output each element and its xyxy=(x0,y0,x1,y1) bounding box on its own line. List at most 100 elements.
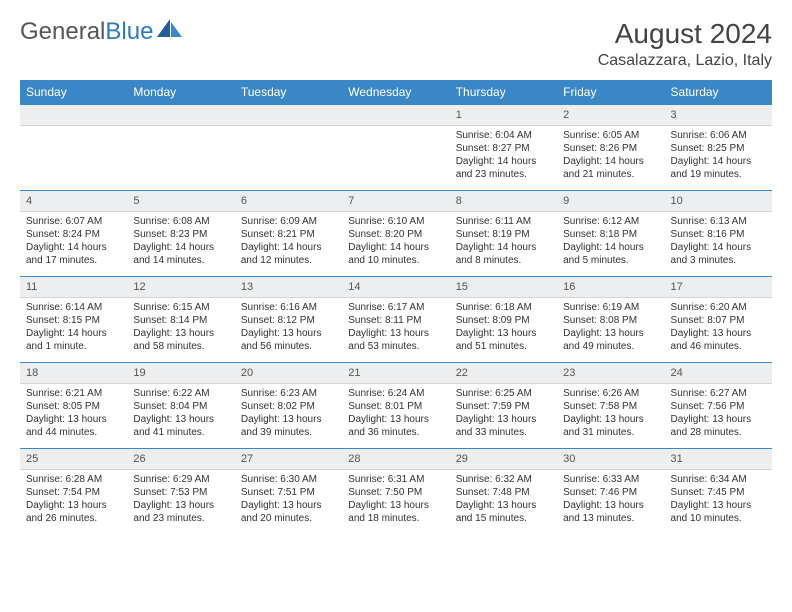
calendar-cell: 8Sunrise: 6:11 AMSunset: 8:19 PMDaylight… xyxy=(450,191,557,277)
weekday-header: Monday xyxy=(127,80,234,105)
sunset-text: Sunset: 7:45 PM xyxy=(671,486,766,499)
calendar-cell: 31Sunrise: 6:34 AMSunset: 7:45 PMDayligh… xyxy=(665,449,772,535)
sunrise-text: Sunrise: 6:11 AM xyxy=(456,215,551,228)
calendar-cell: 27Sunrise: 6:30 AMSunset: 7:51 PMDayligh… xyxy=(235,449,342,535)
sunrise-text: Sunrise: 6:04 AM xyxy=(456,129,551,142)
sunrise-text: Sunrise: 6:17 AM xyxy=(348,301,443,314)
day-number: 14 xyxy=(342,277,449,298)
day-content: Sunrise: 6:06 AMSunset: 8:25 PMDaylight:… xyxy=(665,126,772,184)
sunrise-text: Sunrise: 6:06 AM xyxy=(671,129,766,142)
calendar-cell: 9Sunrise: 6:12 AMSunset: 8:18 PMDaylight… xyxy=(557,191,664,277)
day-number: 19 xyxy=(127,363,234,384)
daylight-text: Daylight: 14 hours and 21 minutes. xyxy=(563,155,658,181)
sunset-text: Sunset: 8:25 PM xyxy=(671,142,766,155)
day-number: 29 xyxy=(450,449,557,470)
sunset-text: Sunset: 8:05 PM xyxy=(26,400,121,413)
sunrise-text: Sunrise: 6:08 AM xyxy=(133,215,228,228)
calendar-body: 1Sunrise: 6:04 AMSunset: 8:27 PMDaylight… xyxy=(20,105,772,535)
day-number xyxy=(342,105,449,126)
day-number: 21 xyxy=(342,363,449,384)
day-number: 2 xyxy=(557,105,664,126)
day-number: 4 xyxy=(20,191,127,212)
day-number: 20 xyxy=(235,363,342,384)
day-content: Sunrise: 6:27 AMSunset: 7:56 PMDaylight:… xyxy=(665,384,772,442)
day-number: 18 xyxy=(20,363,127,384)
day-number: 1 xyxy=(450,105,557,126)
sunset-text: Sunset: 7:58 PM xyxy=(563,400,658,413)
sunset-text: Sunset: 8:19 PM xyxy=(456,228,551,241)
sunrise-text: Sunrise: 6:26 AM xyxy=(563,387,658,400)
daylight-text: Daylight: 13 hours and 39 minutes. xyxy=(241,413,336,439)
sunset-text: Sunset: 8:24 PM xyxy=(26,228,121,241)
calendar-cell: 4Sunrise: 6:07 AMSunset: 8:24 PMDaylight… xyxy=(20,191,127,277)
day-number: 22 xyxy=(450,363,557,384)
sunset-text: Sunset: 8:14 PM xyxy=(133,314,228,327)
day-number: 13 xyxy=(235,277,342,298)
logo-text-general: General xyxy=(20,18,105,46)
calendar-cell: 5Sunrise: 6:08 AMSunset: 8:23 PMDaylight… xyxy=(127,191,234,277)
calendar-cell xyxy=(342,105,449,191)
day-content: Sunrise: 6:33 AMSunset: 7:46 PMDaylight:… xyxy=(557,470,664,528)
day-content xyxy=(127,126,234,132)
day-number: 24 xyxy=(665,363,772,384)
sunset-text: Sunset: 8:04 PM xyxy=(133,400,228,413)
sunset-text: Sunset: 8:27 PM xyxy=(456,142,551,155)
day-content: Sunrise: 6:17 AMSunset: 8:11 PMDaylight:… xyxy=(342,298,449,356)
day-number: 15 xyxy=(450,277,557,298)
sunrise-text: Sunrise: 6:28 AM xyxy=(26,473,121,486)
calendar-cell: 26Sunrise: 6:29 AMSunset: 7:53 PMDayligh… xyxy=(127,449,234,535)
daylight-text: Daylight: 13 hours and 28 minutes. xyxy=(671,413,766,439)
day-content: Sunrise: 6:23 AMSunset: 8:02 PMDaylight:… xyxy=(235,384,342,442)
calendar-cell: 3Sunrise: 6:06 AMSunset: 8:25 PMDaylight… xyxy=(665,105,772,191)
sunrise-text: Sunrise: 6:29 AM xyxy=(133,473,228,486)
sunset-text: Sunset: 8:15 PM xyxy=(26,314,121,327)
sunrise-text: Sunrise: 6:19 AM xyxy=(563,301,658,314)
daylight-text: Daylight: 13 hours and 31 minutes. xyxy=(563,413,658,439)
daylight-text: Daylight: 13 hours and 49 minutes. xyxy=(563,327,658,353)
daylight-text: Daylight: 13 hours and 23 minutes. xyxy=(133,499,228,525)
calendar-cell: 12Sunrise: 6:15 AMSunset: 8:14 PMDayligh… xyxy=(127,277,234,363)
day-content: Sunrise: 6:14 AMSunset: 8:15 PMDaylight:… xyxy=(20,298,127,356)
day-content: Sunrise: 6:04 AMSunset: 8:27 PMDaylight:… xyxy=(450,126,557,184)
sunrise-text: Sunrise: 6:25 AM xyxy=(456,387,551,400)
calendar-cell: 7Sunrise: 6:10 AMSunset: 8:20 PMDaylight… xyxy=(342,191,449,277)
day-number: 27 xyxy=(235,449,342,470)
sunset-text: Sunset: 8:09 PM xyxy=(456,314,551,327)
sunrise-text: Sunrise: 6:24 AM xyxy=(348,387,443,400)
sunrise-text: Sunrise: 6:22 AM xyxy=(133,387,228,400)
sunset-text: Sunset: 8:11 PM xyxy=(348,314,443,327)
sunrise-text: Sunrise: 6:10 AM xyxy=(348,215,443,228)
daylight-text: Daylight: 14 hours and 14 minutes. xyxy=(133,241,228,267)
page-title: August 2024 xyxy=(598,18,772,50)
day-number: 11 xyxy=(20,277,127,298)
day-content: Sunrise: 6:19 AMSunset: 8:08 PMDaylight:… xyxy=(557,298,664,356)
day-number xyxy=(20,105,127,126)
sunset-text: Sunset: 8:12 PM xyxy=(241,314,336,327)
calendar-cell: 14Sunrise: 6:17 AMSunset: 8:11 PMDayligh… xyxy=(342,277,449,363)
day-content: Sunrise: 6:16 AMSunset: 8:12 PMDaylight:… xyxy=(235,298,342,356)
day-content: Sunrise: 6:09 AMSunset: 8:21 PMDaylight:… xyxy=(235,212,342,270)
calendar-row: 4Sunrise: 6:07 AMSunset: 8:24 PMDaylight… xyxy=(20,191,772,277)
sunrise-text: Sunrise: 6:16 AM xyxy=(241,301,336,314)
sunset-text: Sunset: 8:07 PM xyxy=(671,314,766,327)
daylight-text: Daylight: 14 hours and 10 minutes. xyxy=(348,241,443,267)
sunset-text: Sunset: 8:20 PM xyxy=(348,228,443,241)
day-content xyxy=(235,126,342,132)
sail-icon xyxy=(157,18,183,46)
calendar-cell: 13Sunrise: 6:16 AMSunset: 8:12 PMDayligh… xyxy=(235,277,342,363)
sunrise-text: Sunrise: 6:32 AM xyxy=(456,473,551,486)
sunset-text: Sunset: 7:54 PM xyxy=(26,486,121,499)
daylight-text: Daylight: 13 hours and 51 minutes. xyxy=(456,327,551,353)
daylight-text: Daylight: 13 hours and 20 minutes. xyxy=(241,499,336,525)
day-number: 5 xyxy=(127,191,234,212)
sunset-text: Sunset: 8:21 PM xyxy=(241,228,336,241)
sunset-text: Sunset: 7:48 PM xyxy=(456,486,551,499)
calendar-cell: 17Sunrise: 6:20 AMSunset: 8:07 PMDayligh… xyxy=(665,277,772,363)
day-content: Sunrise: 6:22 AMSunset: 8:04 PMDaylight:… xyxy=(127,384,234,442)
day-content: Sunrise: 6:11 AMSunset: 8:19 PMDaylight:… xyxy=(450,212,557,270)
sunset-text: Sunset: 7:46 PM xyxy=(563,486,658,499)
sunrise-text: Sunrise: 6:14 AM xyxy=(26,301,121,314)
weekday-header: Tuesday xyxy=(235,80,342,105)
calendar-cell: 24Sunrise: 6:27 AMSunset: 7:56 PMDayligh… xyxy=(665,363,772,449)
weekday-header: Sunday xyxy=(20,80,127,105)
